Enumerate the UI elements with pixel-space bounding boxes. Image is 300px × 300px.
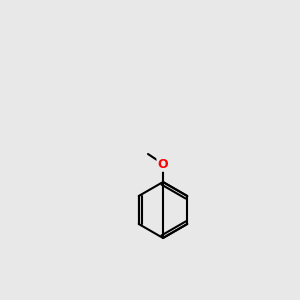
Text: O: O <box>158 158 168 170</box>
